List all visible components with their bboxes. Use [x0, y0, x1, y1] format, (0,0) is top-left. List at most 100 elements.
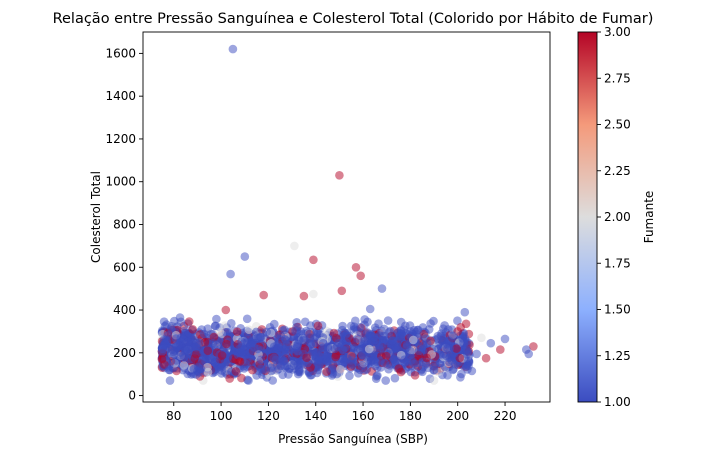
- data-point: [212, 314, 221, 324]
- y-tick-label: 1000: [105, 175, 136, 189]
- colorbar-axis: 1.00 1.25 1.50 1.75 2.00 2.25 2.50 2.75 3.00: [597, 25, 631, 409]
- y-tick-label: 1600: [105, 46, 136, 60]
- data-point: [351, 263, 361, 272]
- y-tick-label: 1200: [105, 132, 136, 146]
- colorbar-tick-label: 1.00: [604, 395, 631, 409]
- data-point: [486, 338, 496, 348]
- data-point: [237, 337, 246, 347]
- data-point: [248, 365, 257, 375]
- data-point: [256, 364, 266, 374]
- data-point: [306, 340, 315, 349]
- data-point: [382, 351, 391, 361]
- data-point: [192, 349, 201, 359]
- data-point: [262, 327, 271, 337]
- data-point: [196, 364, 206, 374]
- y-tick-label: 1400: [105, 89, 136, 103]
- colorbar-tick-label: 2.50: [604, 118, 631, 132]
- data-point: [340, 343, 350, 352]
- colorbar-tick-label: 2.25: [604, 164, 631, 178]
- data-point: [459, 338, 468, 347]
- data-point: [383, 316, 393, 325]
- data-point: [452, 344, 461, 353]
- data-point: [280, 335, 290, 344]
- data-point: [337, 286, 347, 296]
- data-point: [422, 353, 432, 363]
- colorbar-tick-label: 1.25: [604, 349, 631, 363]
- data-point: [221, 305, 231, 315]
- data-point: [429, 365, 439, 375]
- data-point: [388, 336, 397, 346]
- data-point: [169, 347, 178, 357]
- data-point: [477, 333, 486, 343]
- data-point: [183, 337, 193, 347]
- data-point: [384, 328, 394, 337]
- data-point: [396, 317, 406, 327]
- data-point: [453, 316, 462, 326]
- colorbar-gradient: [577, 31, 598, 403]
- data-point: [240, 252, 250, 261]
- data-point: [215, 327, 225, 337]
- colorbar-tick-label: 1.75: [604, 256, 631, 270]
- colorbar-tick-label: 3.00: [604, 25, 631, 39]
- data-point: [251, 327, 261, 337]
- data-point: [331, 352, 340, 362]
- data-point: [237, 347, 247, 357]
- data-point: [217, 351, 227, 360]
- data-point: [165, 376, 175, 385]
- plot-area-frame: [142, 31, 551, 403]
- data-point: [197, 357, 207, 366]
- colorbar: 1.00 1.25 1.50 1.75 2.00 2.25 2.50 2.75 3.00 Fum…: [577, 25, 656, 409]
- data-point: [429, 376, 439, 385]
- x-tick-label: 200: [446, 409, 469, 423]
- data-point: [221, 328, 231, 337]
- data-point: [441, 351, 451, 361]
- data-point: [366, 357, 376, 367]
- y-axis: 0 200 400 600 800 1000 1200 1400 1600: [105, 46, 143, 403]
- data-point: [309, 255, 318, 265]
- data-point: [309, 289, 318, 299]
- data-point: [294, 335, 304, 345]
- data-point: [176, 317, 186, 327]
- data-point: [208, 339, 218, 348]
- data-point: [302, 326, 311, 336]
- data-point: [244, 325, 254, 335]
- colorbar-tick-label: 1.50: [604, 303, 631, 317]
- data-point: [312, 368, 322, 378]
- x-axis: 80 100 120 140 160 180 200 220: [166, 402, 516, 423]
- data-point: [302, 353, 311, 363]
- data-point: [496, 345, 505, 354]
- data-point: [321, 352, 331, 362]
- data-point: [225, 374, 234, 383]
- data-point: [184, 317, 194, 326]
- data-point: [171, 334, 181, 343]
- colorbar-tick-label: 2.75: [604, 71, 631, 85]
- y-tick-label: 600: [113, 260, 136, 274]
- data-point: [335, 171, 344, 180]
- data-point: [209, 332, 219, 342]
- data-point: [291, 326, 300, 336]
- data-point: [228, 44, 238, 54]
- scatter-points: [157, 44, 538, 385]
- data-point: [456, 373, 465, 382]
- x-tick-label: 120: [257, 409, 280, 423]
- data-point: [222, 339, 231, 349]
- data-point: [440, 321, 449, 330]
- data-point: [299, 291, 309, 301]
- data-point: [237, 373, 246, 383]
- data-point: [423, 339, 432, 348]
- data-point: [328, 365, 337, 374]
- data-point: [334, 338, 344, 348]
- data-point: [336, 364, 345, 374]
- data-point: [179, 361, 189, 370]
- colorbar-tick-label: 2.00: [604, 210, 631, 224]
- data-point: [188, 325, 197, 334]
- data-point: [166, 324, 176, 333]
- data-point: [163, 331, 172, 340]
- data-point: [271, 355, 281, 365]
- data-point: [349, 344, 359, 353]
- data-point: [392, 356, 401, 365]
- data-point: [372, 372, 381, 381]
- data-point: [349, 322, 359, 332]
- data-point: [203, 346, 213, 356]
